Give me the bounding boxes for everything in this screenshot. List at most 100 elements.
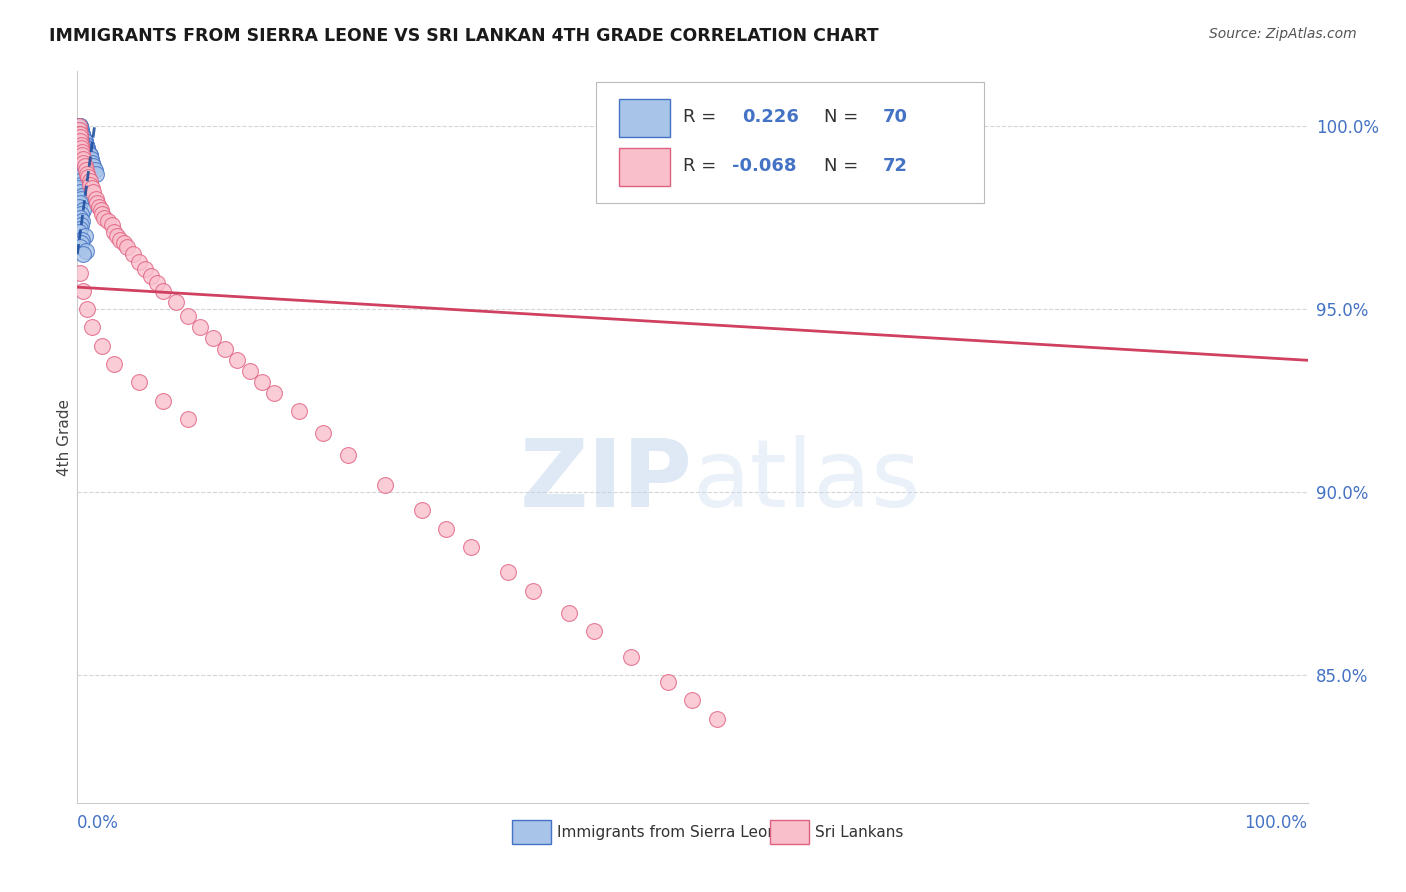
Point — [69, 127, 91, 141]
Point — [110, 233, 132, 247]
Point — [103, 357, 125, 371]
Point — [70, 148, 93, 162]
Point — [72, 247, 94, 261]
Point — [374, 477, 396, 491]
Point — [70, 188, 93, 202]
Point — [312, 426, 335, 441]
Point — [105, 228, 128, 243]
Point — [103, 225, 125, 239]
Point — [67, 160, 90, 174]
Point — [70, 141, 93, 155]
Point — [67, 152, 90, 166]
Point — [69, 265, 91, 279]
Point — [70, 134, 93, 148]
Point — [67, 141, 90, 155]
Point — [152, 393, 174, 408]
Point — [75, 137, 97, 152]
Point — [69, 119, 91, 133]
Point — [79, 174, 101, 188]
Text: N =: N = — [824, 109, 865, 127]
Text: ZIP: ZIP — [520, 435, 693, 527]
Point — [82, 155, 104, 169]
Point — [70, 233, 93, 247]
Point — [69, 130, 91, 145]
Point — [152, 284, 174, 298]
Point — [90, 203, 112, 218]
Point — [80, 152, 103, 166]
Point — [73, 228, 96, 243]
Point — [70, 130, 93, 145]
Point — [75, 163, 97, 178]
Point — [97, 214, 120, 228]
Point — [70, 207, 93, 221]
Point — [90, 207, 114, 221]
Point — [76, 301, 98, 317]
Point — [101, 218, 124, 232]
Point — [73, 134, 96, 148]
Point — [165, 294, 187, 309]
Point — [558, 606, 581, 620]
Point — [73, 137, 96, 152]
Point — [79, 148, 101, 162]
Point — [82, 160, 104, 174]
Point — [67, 181, 90, 195]
Point — [90, 339, 114, 353]
Point — [706, 712, 728, 726]
Point — [84, 193, 107, 207]
Point — [86, 196, 108, 211]
Point — [67, 123, 90, 137]
Point — [188, 320, 212, 334]
Point — [69, 196, 91, 211]
Point — [141, 269, 163, 284]
Point — [67, 225, 90, 239]
Point — [69, 130, 91, 145]
Point — [66, 119, 89, 133]
Text: R =: R = — [683, 109, 721, 127]
Text: Sri Lankans: Sri Lankans — [815, 824, 904, 839]
Point — [72, 152, 94, 166]
Point — [69, 240, 91, 254]
Point — [82, 320, 104, 334]
Point — [69, 119, 91, 133]
Point — [226, 353, 249, 368]
FancyBboxPatch shape — [596, 82, 984, 203]
Point — [69, 134, 91, 148]
Point — [522, 583, 544, 598]
Point — [76, 167, 98, 181]
Point — [73, 134, 96, 148]
Point — [67, 127, 90, 141]
Point — [682, 693, 704, 707]
Point — [69, 123, 91, 137]
Point — [134, 261, 156, 276]
Point — [67, 119, 90, 133]
Text: IMMIGRANTS FROM SIERRA LEONE VS SRI LANKAN 4TH GRADE CORRELATION CHART: IMMIGRANTS FROM SIERRA LEONE VS SRI LANK… — [49, 27, 879, 45]
Point — [70, 145, 93, 159]
Point — [76, 141, 98, 155]
Point — [177, 411, 200, 425]
Point — [496, 566, 519, 580]
Point — [75, 137, 97, 152]
Point — [72, 284, 94, 298]
Point — [79, 148, 101, 162]
Point — [70, 123, 93, 137]
Point — [67, 119, 90, 133]
Point — [69, 167, 91, 181]
Point — [82, 185, 104, 199]
Point — [70, 123, 93, 137]
Point — [146, 277, 169, 291]
Point — [79, 178, 101, 192]
Point — [69, 155, 91, 169]
Point — [201, 331, 224, 345]
Point — [67, 119, 90, 133]
Point — [67, 127, 90, 141]
Point — [69, 145, 91, 159]
Point — [70, 193, 93, 207]
Text: Source: ZipAtlas.com: Source: ZipAtlas.com — [1209, 27, 1357, 41]
Text: R =: R = — [683, 158, 721, 176]
Text: 0.0%: 0.0% — [77, 814, 120, 831]
Point — [128, 375, 150, 389]
Point — [84, 167, 107, 181]
Point — [89, 200, 111, 214]
Point — [70, 218, 93, 232]
Point — [70, 236, 93, 251]
